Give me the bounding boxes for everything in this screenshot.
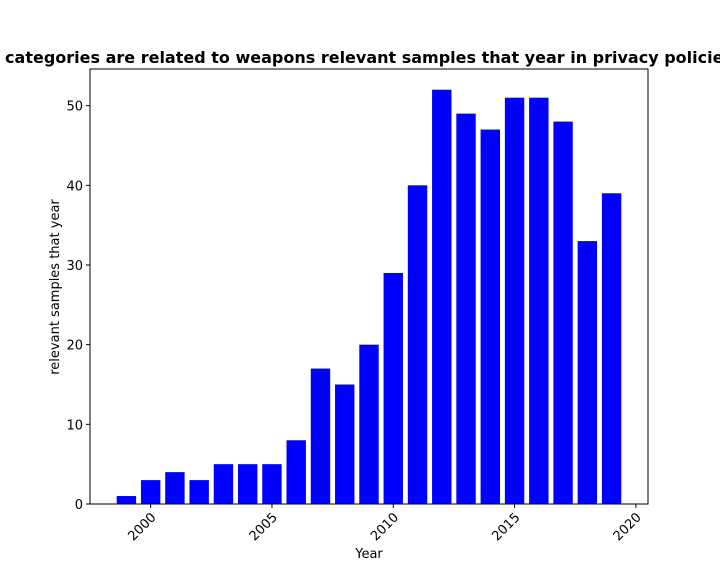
bar-2009 bbox=[359, 344, 379, 504]
x-axis-ticks: 2000 2005 2010 2015 2020 bbox=[125, 504, 645, 544]
bar-2012 bbox=[432, 89, 452, 504]
bars-group bbox=[116, 89, 622, 505]
chart-title: categories are related to weapons releva… bbox=[5, 48, 720, 67]
bar-1999 bbox=[116, 496, 137, 504]
bar-2018 bbox=[577, 241, 598, 505]
x-tick-label: 2000 bbox=[125, 510, 159, 544]
x-tick-label: 2015 bbox=[489, 510, 523, 544]
bar-2011 bbox=[407, 185, 428, 505]
bar-2001 bbox=[165, 472, 185, 504]
bar-2002 bbox=[189, 480, 209, 504]
y-tick-label: 50 bbox=[66, 100, 83, 115]
bar-2014 bbox=[480, 129, 501, 505]
bar-2003 bbox=[213, 464, 234, 504]
bar-2006 bbox=[286, 440, 306, 504]
y-tick-label: 0 bbox=[75, 498, 83, 513]
y-axis-ticks: 0 10 20 30 40 50 bbox=[66, 100, 90, 513]
bar-2016 bbox=[529, 97, 549, 504]
x-tick-label: 2005 bbox=[247, 510, 281, 544]
x-tick-label: 2010 bbox=[368, 510, 402, 544]
y-axis-label: relevant samples that year bbox=[48, 199, 63, 375]
bar-2019 bbox=[601, 193, 622, 505]
y-tick-label: 10 bbox=[66, 418, 83, 433]
y-tick-label: 40 bbox=[66, 179, 83, 194]
bar-2005 bbox=[262, 464, 282, 504]
y-tick-label: 30 bbox=[66, 259, 83, 274]
bar-2008 bbox=[335, 384, 355, 504]
bar-2010 bbox=[383, 272, 403, 504]
bar-2015 bbox=[504, 97, 525, 504]
bar-2013 bbox=[456, 113, 476, 504]
bar-2017 bbox=[553, 121, 573, 504]
x-tick-label: 2020 bbox=[611, 510, 645, 544]
plot-frame bbox=[89, 68, 649, 505]
y-tick-label: 20 bbox=[66, 339, 83, 354]
bar-2007 bbox=[310, 368, 331, 504]
bar-2000 bbox=[140, 480, 161, 504]
bar-2004 bbox=[237, 464, 258, 504]
x-axis-label: Year bbox=[354, 547, 383, 562]
